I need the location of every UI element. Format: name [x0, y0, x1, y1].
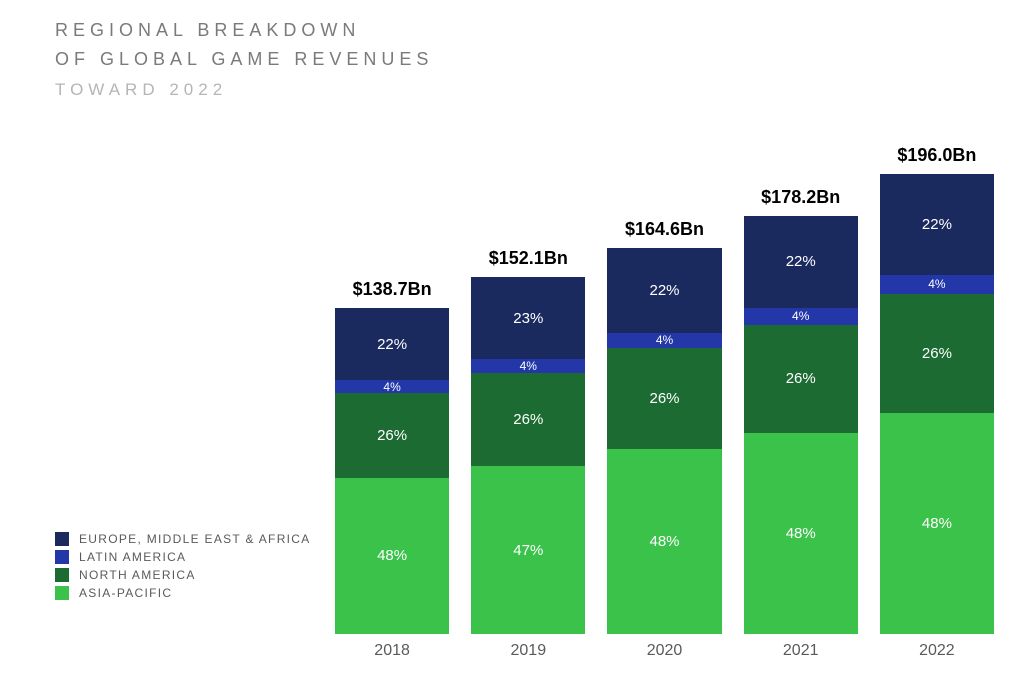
segment-label: 26%	[922, 345, 952, 362]
bar-segment: 4%	[471, 359, 585, 373]
segment-label: 47%	[513, 542, 543, 559]
bar-segment: 48%	[880, 413, 994, 634]
bar-segment: 26%	[880, 294, 994, 414]
stacked-bar: 22% 4% 26% 48%	[744, 216, 858, 634]
subtitle: TOWARD 2022	[55, 80, 433, 100]
legend-swatch	[55, 568, 69, 582]
legend-label: ASIA-PACIFIC	[79, 586, 172, 600]
legend-label: NORTH AMERICA	[79, 568, 196, 582]
legend-item: EUROPE, MIDDLE EAST & AFRICA	[55, 532, 311, 546]
bar-total-label: $138.7Bn	[353, 279, 432, 300]
stacked-bar: 23% 4% 26% 47%	[471, 277, 585, 634]
x-axis-label: 2018	[374, 642, 410, 660]
legend-label: EUROPE, MIDDLE EAST & AFRICA	[79, 532, 311, 546]
stacked-bar: 22% 4% 26% 48%	[335, 308, 449, 634]
bar-column: $196.0Bn 22% 4% 26% 48% 2022	[880, 145, 994, 660]
segment-label: 26%	[377, 427, 407, 444]
legend-label: LATIN AMERICA	[79, 550, 186, 564]
bar-column: $164.6Bn 22% 4% 26% 48% 2020	[607, 219, 721, 660]
title-line-1: REGIONAL BREAKDOWN	[55, 16, 433, 45]
bar-segment: 48%	[335, 478, 449, 634]
bar-segment: 26%	[607, 348, 721, 448]
segment-label: 22%	[649, 282, 679, 299]
bar-segment: 4%	[607, 333, 721, 348]
bar-column: $152.1Bn 23% 4% 26% 47% 2019	[471, 248, 585, 660]
bar-segment: 47%	[471, 466, 585, 634]
segment-label: 4%	[520, 359, 537, 373]
segment-label: 48%	[377, 547, 407, 564]
bar-segment: 22%	[335, 308, 449, 380]
legend-swatch	[55, 550, 69, 564]
bar-segment: 22%	[607, 248, 721, 333]
bar-total-label: $178.2Bn	[761, 187, 840, 208]
stacked-bar: 22% 4% 26% 48%	[880, 174, 994, 634]
x-axis-label: 2019	[511, 642, 547, 660]
segment-label: 48%	[649, 533, 679, 550]
stacked-bar-chart: $138.7Bn 22% 4% 26% 48% 2018 $152.1Bn 23% 4% 26% 4…	[335, 150, 994, 660]
segment-label: 22%	[922, 216, 952, 233]
bar-segment: 26%	[744, 325, 858, 434]
bar-segment: 4%	[744, 308, 858, 325]
segment-label: 4%	[383, 380, 400, 393]
bar-segment: 22%	[880, 174, 994, 275]
title-line-2: OF GLOBAL GAME REVENUES	[55, 45, 433, 74]
bar-segment: 4%	[880, 275, 994, 293]
chart-header: REGIONAL BREAKDOWN OF GLOBAL GAME REVENU…	[55, 16, 433, 100]
segment-label: 4%	[928, 277, 945, 291]
segment-label: 26%	[786, 370, 816, 387]
bar-segment: 23%	[471, 277, 585, 359]
segment-label: 4%	[656, 333, 673, 347]
segment-label: 26%	[649, 390, 679, 407]
segment-label: 48%	[922, 515, 952, 532]
bar-segment: 26%	[471, 373, 585, 466]
bar-total-label: $196.0Bn	[897, 145, 976, 166]
segment-label: 4%	[792, 309, 809, 323]
x-axis-label: 2020	[647, 642, 683, 660]
legend: EUROPE, MIDDLE EAST & AFRICA LATIN AMERIC…	[55, 532, 311, 600]
legend-item: LATIN AMERICA	[55, 550, 311, 564]
stacked-bar: 22% 4% 26% 48%	[607, 248, 721, 634]
x-axis-label: 2022	[919, 642, 955, 660]
bar-segment: 26%	[335, 393, 449, 478]
legend-item: ASIA-PACIFIC	[55, 586, 311, 600]
bar-segment: 48%	[607, 449, 721, 634]
segment-label: 22%	[377, 336, 407, 353]
legend-item: NORTH AMERICA	[55, 568, 311, 582]
bar-segment: 4%	[335, 380, 449, 393]
segment-label: 22%	[786, 253, 816, 270]
bar-segment: 22%	[744, 216, 858, 308]
bar-segment: 48%	[744, 433, 858, 634]
bar-column: $138.7Bn 22% 4% 26% 48% 2018	[335, 279, 449, 660]
legend-swatch	[55, 586, 69, 600]
segment-label: 48%	[786, 525, 816, 542]
segment-label: 26%	[513, 411, 543, 428]
bar-total-label: $164.6Bn	[625, 219, 704, 240]
bar-total-label: $152.1Bn	[489, 248, 568, 269]
bar-column: $178.2Bn 22% 4% 26% 48% 2021	[744, 187, 858, 660]
x-axis-label: 2021	[783, 642, 819, 660]
segment-label: 23%	[513, 310, 543, 327]
legend-swatch	[55, 532, 69, 546]
